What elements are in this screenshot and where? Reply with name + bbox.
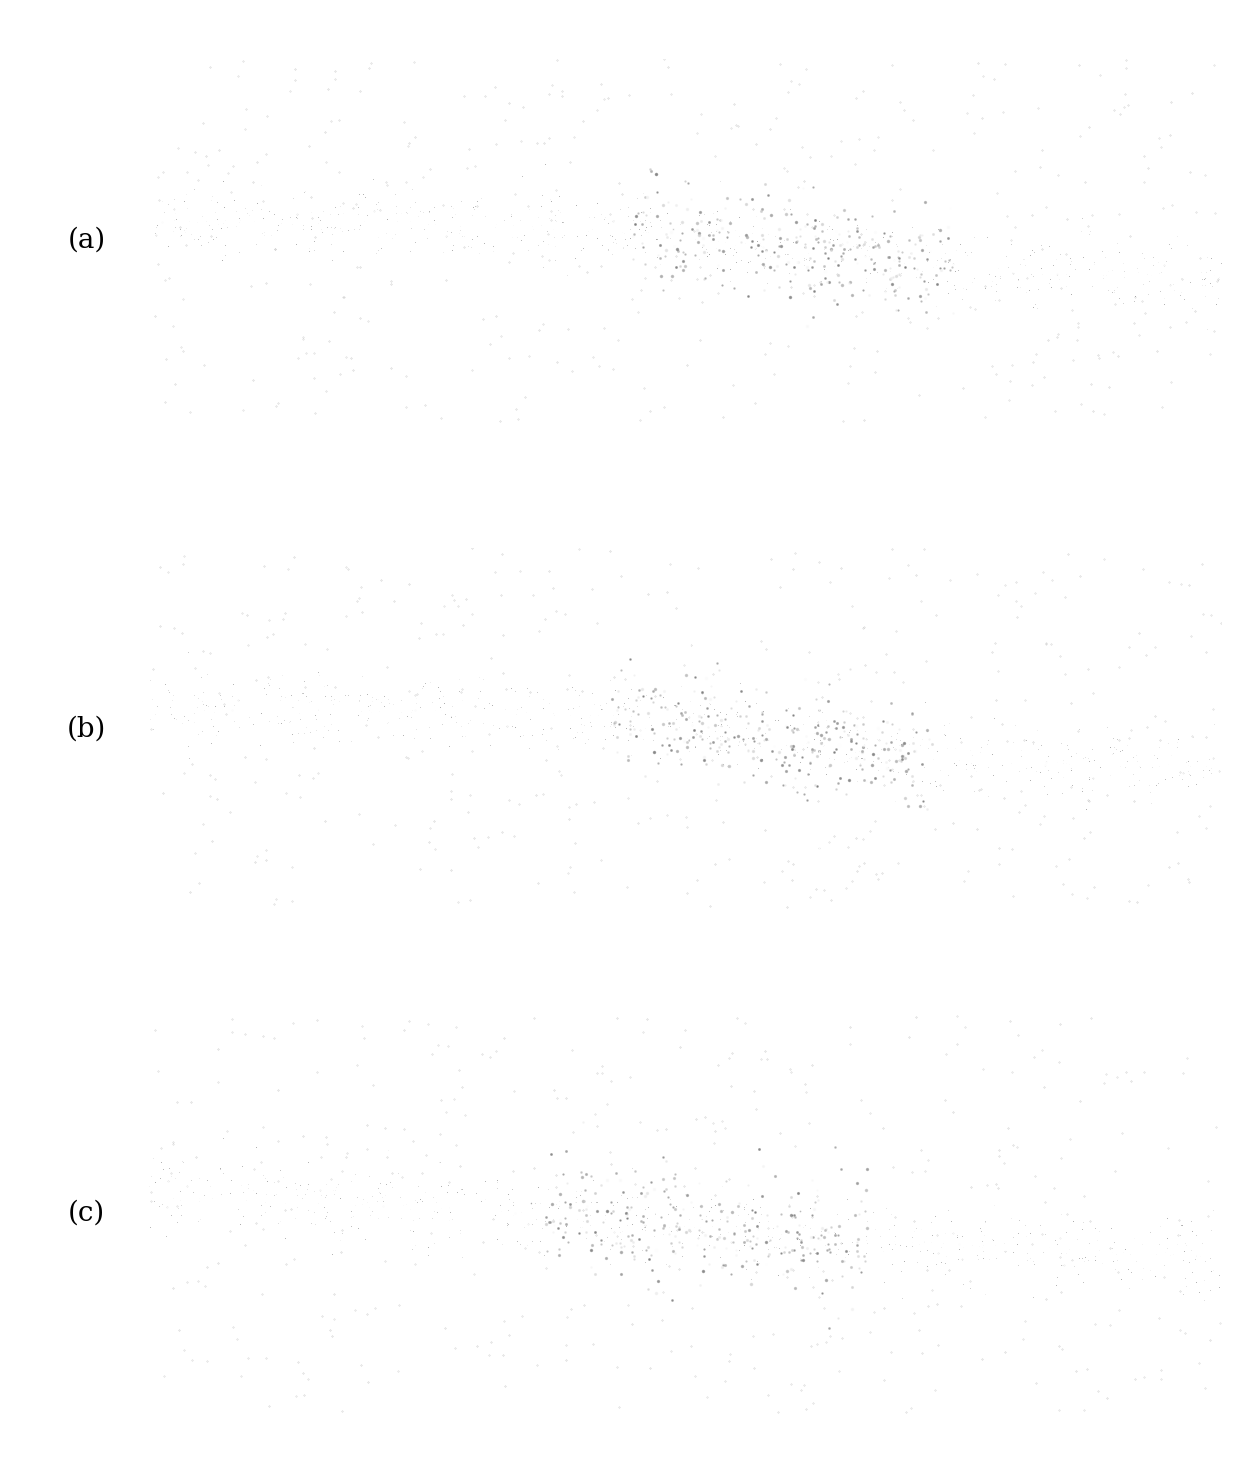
Text: (a): (a) (68, 226, 105, 255)
Text: (b): (b) (67, 715, 107, 743)
Text: (c): (c) (68, 1200, 105, 1227)
